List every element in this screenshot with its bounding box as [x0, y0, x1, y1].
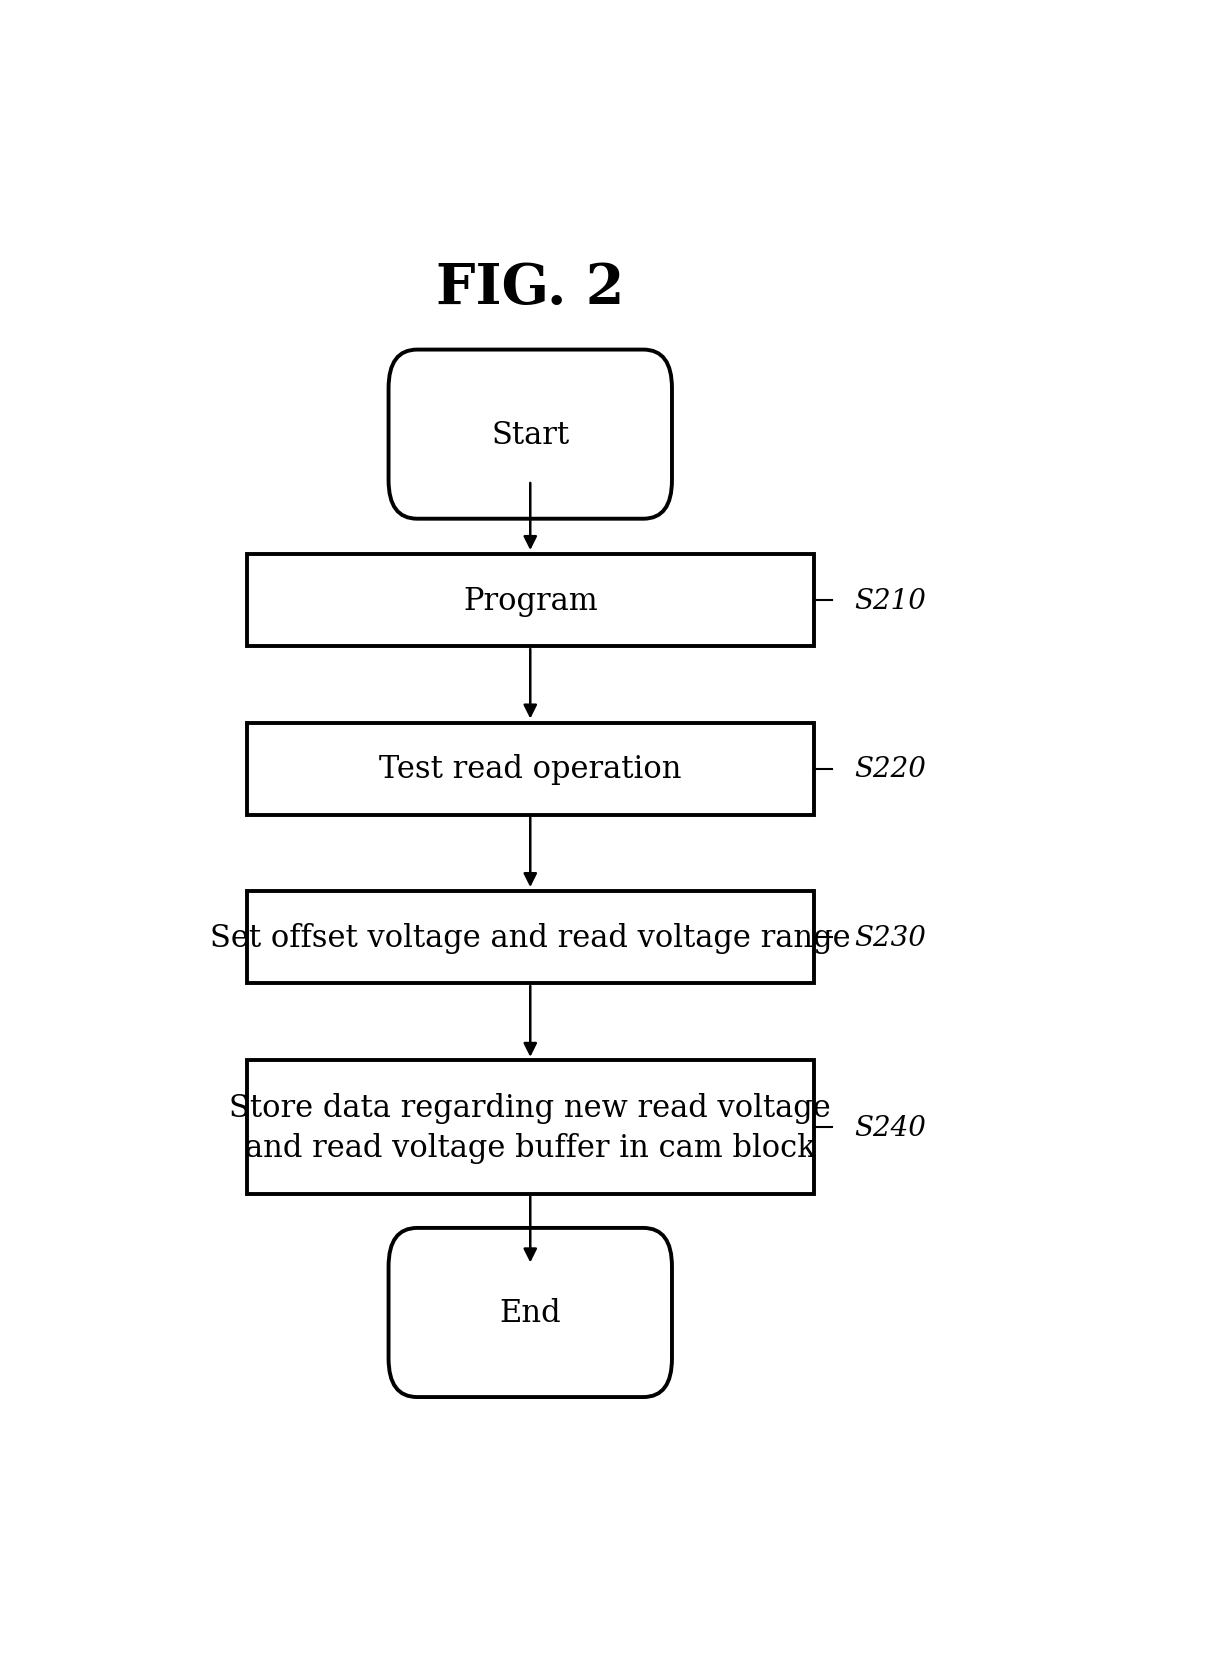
Text: Store data regarding new read voltage
and read voltage buffer in cam block: Store data regarding new read voltage an…	[229, 1092, 831, 1163]
Bar	[247, 1060, 814, 1195]
Text: Program: Program	[463, 585, 597, 616]
Text: Set offset voltage and read voltage range: Set offset voltage and read voltage rang…	[210, 921, 851, 953]
FancyBboxPatch shape	[389, 1228, 672, 1397]
Text: S240: S240	[855, 1114, 926, 1142]
Bar	[247, 722, 814, 815]
Text: S210: S210	[855, 587, 926, 615]
FancyBboxPatch shape	[389, 350, 672, 519]
Bar	[247, 555, 814, 646]
Text: Start: Start	[491, 419, 569, 451]
Text: S220: S220	[855, 756, 926, 782]
Bar	[247, 891, 814, 984]
Text: End: End	[500, 1297, 561, 1329]
Text: S230: S230	[855, 925, 926, 951]
Text: FIG. 2: FIG. 2	[436, 260, 624, 315]
Text: Test read operation: Test read operation	[379, 754, 681, 785]
